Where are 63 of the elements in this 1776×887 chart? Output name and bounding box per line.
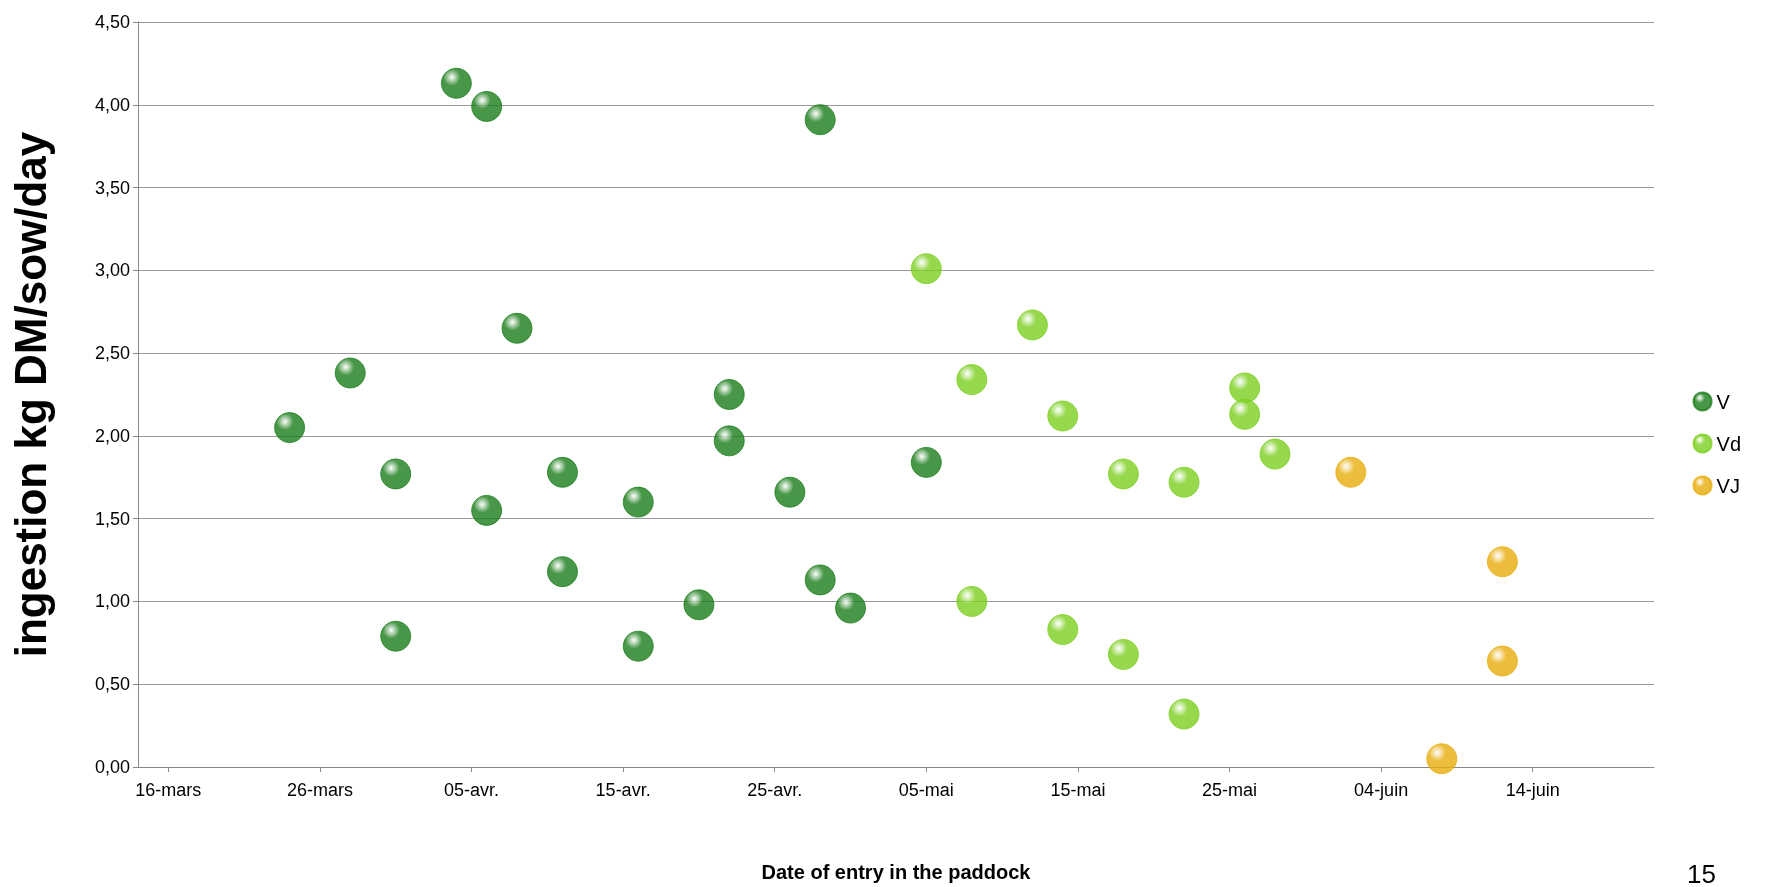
y-tick-label: 3,50 xyxy=(94,177,130,198)
y-tick-label: 1,50 xyxy=(94,508,130,529)
point xyxy=(471,494,503,526)
point xyxy=(1047,614,1079,646)
point xyxy=(804,564,836,596)
y-tick-label: 0,50 xyxy=(94,674,130,695)
x-tick-label: 14-juin xyxy=(1505,780,1560,800)
point xyxy=(804,104,836,136)
x-tick-label: 26-mars xyxy=(286,780,353,800)
point xyxy=(1107,638,1139,670)
x-tick-label: 16-mars xyxy=(135,780,202,800)
y-tick-label: 4,50 xyxy=(94,12,130,32)
point xyxy=(1486,546,1518,578)
y-tick-label: 4,00 xyxy=(94,94,130,115)
point xyxy=(471,90,503,122)
point xyxy=(1168,698,1200,730)
point xyxy=(334,357,366,389)
x-axis-title: Date of entry in the paddock xyxy=(761,861,1032,883)
point xyxy=(956,585,988,617)
point xyxy=(547,456,578,488)
y-axis-title: ingestion kg DM/sow/day xyxy=(5,131,55,658)
point xyxy=(1047,400,1079,432)
point xyxy=(622,630,654,662)
x-tick-label: 04-juin xyxy=(1354,780,1409,800)
point xyxy=(622,486,654,518)
point xyxy=(956,364,988,396)
point xyxy=(1229,372,1261,404)
y-tick-label: 2,00 xyxy=(94,425,130,446)
point xyxy=(713,379,745,410)
text: 15 xyxy=(1687,859,1716,887)
point xyxy=(683,589,715,621)
point xyxy=(1016,309,1048,341)
y-tick-label: 1,00 xyxy=(94,591,130,612)
x-tick-label: 05-mai xyxy=(898,780,954,800)
point xyxy=(501,312,533,344)
point xyxy=(1107,458,1139,490)
point xyxy=(1229,398,1261,430)
point xyxy=(774,476,806,508)
point xyxy=(1335,456,1367,488)
x-tick-label: 05-avr. xyxy=(444,780,500,800)
point xyxy=(1426,743,1458,775)
point xyxy=(835,592,867,624)
point xyxy=(713,425,745,457)
point xyxy=(380,458,412,490)
point xyxy=(274,412,306,444)
point xyxy=(910,253,942,285)
x-tick-label: 15-avr. xyxy=(595,780,651,800)
legend-label: V xyxy=(1716,390,1731,413)
x-tick-label: 25-mai xyxy=(1202,780,1258,800)
y-tick-label: 3,00 xyxy=(94,260,130,281)
legend-label: VJ xyxy=(1716,474,1740,497)
y-tick-label: 2,50 xyxy=(94,343,130,364)
point xyxy=(440,67,472,99)
y-tick-label: 0,00 xyxy=(94,757,130,777)
x-tick-label: 25-avr. xyxy=(747,780,803,800)
point xyxy=(1259,438,1291,470)
legend-label: Vd xyxy=(1716,432,1742,455)
point xyxy=(1486,645,1518,677)
point xyxy=(910,446,942,478)
point xyxy=(547,556,578,588)
x-tick-label: 15-mai xyxy=(1050,780,1106,800)
point xyxy=(380,620,412,652)
point xyxy=(1168,466,1200,498)
